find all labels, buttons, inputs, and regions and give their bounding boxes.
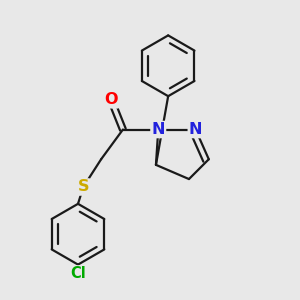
Text: O: O [104,92,118,107]
Text: N: N [152,122,165,137]
Text: S: S [77,179,89,194]
Text: N: N [189,122,202,137]
Text: Cl: Cl [70,266,86,281]
